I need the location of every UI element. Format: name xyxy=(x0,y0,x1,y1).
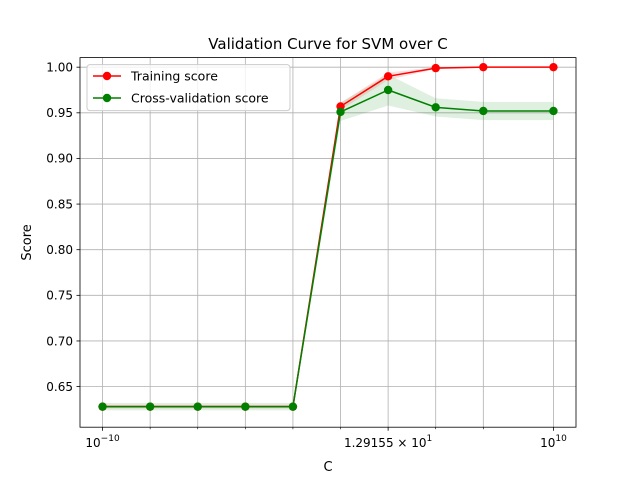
cross-validation-point xyxy=(479,106,488,116)
cross-validation-point xyxy=(336,107,345,117)
cross-validation-point xyxy=(383,85,393,95)
x-tick-label: 1010 xyxy=(540,434,567,450)
legend-training-label: Training score xyxy=(130,69,218,84)
std-bands xyxy=(102,67,554,411)
training-point xyxy=(431,63,440,73)
axis-tick-labels: 0.65 0.70 0.75 0.80 0.85 0.90 0.95 1.00 10−10 1.2… xyxy=(46,60,567,450)
legend-entries: Training score Cross-validation score xyxy=(93,69,269,106)
x-tick-label: 1.29155 × 101 xyxy=(344,434,432,450)
legend: Training score Cross-validation score xyxy=(86,64,291,112)
axis-ticks xyxy=(76,66,554,431)
x-axis-label: C xyxy=(323,460,332,475)
cross-validation-point xyxy=(288,402,298,411)
y-tick-label: 0.90 xyxy=(46,152,73,166)
legend-cross-validation-marker xyxy=(102,93,112,103)
y-axis-label: Score xyxy=(20,224,35,260)
series-lines xyxy=(102,66,554,408)
x-tick-label: 10−10 xyxy=(85,434,120,450)
legend-training-marker xyxy=(102,71,112,81)
cross-validation-line xyxy=(102,89,554,408)
cross-validation-point xyxy=(98,402,107,411)
cross-validation-point xyxy=(241,402,250,411)
training-point xyxy=(479,62,488,72)
series-markers xyxy=(98,62,558,411)
y-tick-label: 1.00 xyxy=(46,60,73,74)
y-tick-label: 0.65 xyxy=(46,380,73,394)
plot-frame xyxy=(79,57,577,428)
legend-cross-validation-label: Cross-validation score xyxy=(131,91,269,106)
legend-box xyxy=(86,64,291,112)
y-tick-label: 0.95 xyxy=(46,106,73,120)
cross-validation-point xyxy=(145,402,155,411)
cross-validation-std-band xyxy=(102,74,554,411)
chart-title: Validation Curve for SVM over C xyxy=(208,35,447,53)
cross-validation-point xyxy=(549,106,558,116)
y-tick-label: 0.85 xyxy=(46,197,73,211)
grid-lines xyxy=(80,57,576,428)
cross-validation-point xyxy=(431,103,440,112)
cross-validation-point xyxy=(193,402,202,411)
training-point xyxy=(549,62,558,72)
y-tick-label: 0.80 xyxy=(46,243,73,257)
y-tick-label: 0.75 xyxy=(46,289,73,303)
y-tick-label: 0.70 xyxy=(46,334,73,348)
training-point xyxy=(383,72,393,81)
